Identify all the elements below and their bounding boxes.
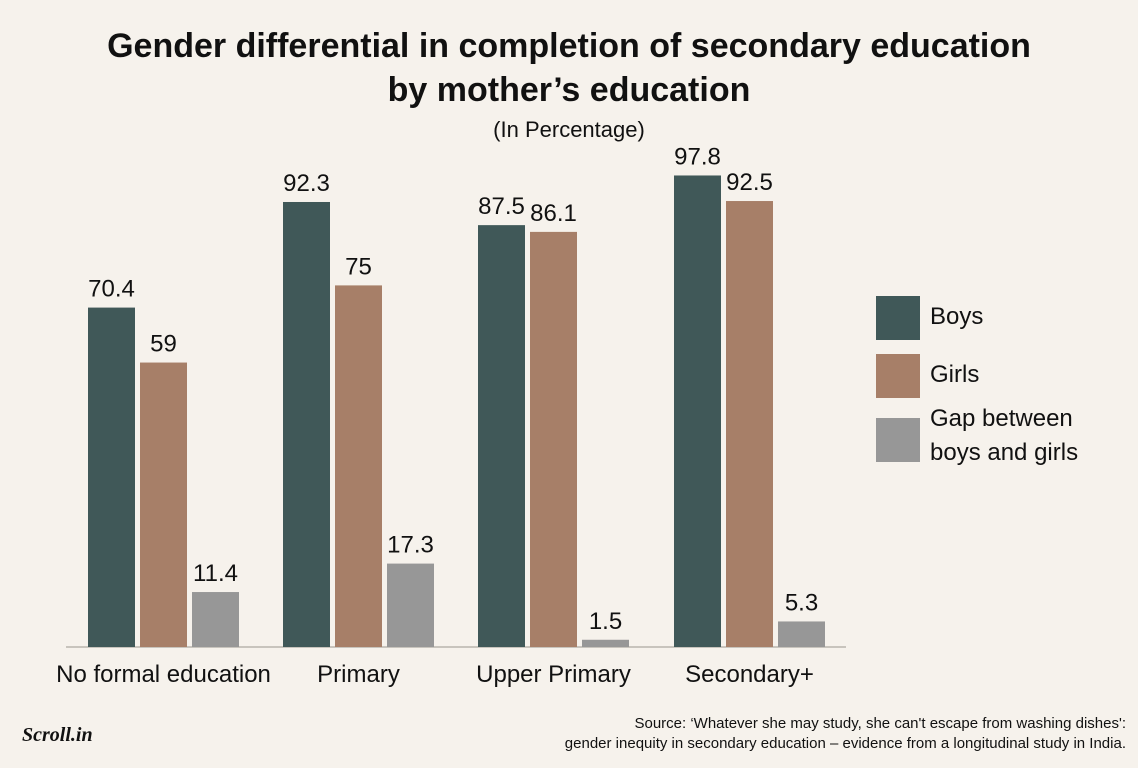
chart-title-line-2: by mother’s education	[387, 71, 751, 109]
x-tick-label-primary: Primary	[317, 661, 400, 688]
chart-title-line-1: Gender differential in completion of sec…	[107, 27, 1031, 65]
bar-gap-between-boys-and-girls-no-formal-education	[192, 592, 239, 647]
data-label-boys-secondary: 97.8	[674, 143, 721, 170]
bar-boys-upper-primary	[478, 225, 525, 648]
legend-label-gap-line-2: boys and girls	[930, 439, 1079, 466]
data-label-gap-between-boys-and-girls-no-formal-education: 11.4	[193, 560, 238, 587]
data-label-girls-no-formal-education: 59	[150, 331, 177, 358]
bar-girls-upper-primary	[530, 231, 577, 648]
data-label-boys-upper-primary: 87.5	[478, 193, 525, 220]
bar-gap-between-boys-and-girls-primary	[387, 563, 434, 647]
bar-girls-no-formal-education	[140, 362, 187, 647]
data-label-girls-primary: 75	[345, 253, 372, 280]
x-tick-label-upper-primary: Upper Primary	[476, 661, 631, 688]
bar-boys-secondary	[674, 175, 721, 647]
legend-label-boys: Boys	[930, 303, 984, 330]
bar-gap-between-boys-and-girls-upper-primary	[582, 639, 629, 647]
chart-subtitle: (In Percentage)	[493, 117, 645, 142]
bar-boys-primary	[283, 201, 330, 647]
data-label-boys-primary: 92.3	[283, 170, 330, 197]
legend-swatch-boys	[876, 296, 920, 340]
legend-label-girls: Girls	[930, 361, 980, 388]
data-label-girls-secondary: 92.5	[726, 169, 773, 196]
data-label-boys-no-formal-education: 70.4	[88, 276, 135, 303]
source-line-1: Source: ‘Whatever she may study, she can…	[634, 715, 1126, 732]
x-tick-label-no-formal-education: No formal education	[56, 661, 271, 688]
data-label-gap-between-boys-and-girls-secondary: 5.3	[785, 589, 818, 616]
data-label-girls-upper-primary: 86.1	[530, 200, 577, 227]
chart-title: Gender differential in completion of sec…	[0, 24, 1138, 112]
x-tick-label-secondary: Secondary+	[685, 661, 814, 688]
data-label-gap-between-boys-and-girls-upper-primary: 1.5	[589, 608, 622, 635]
bar-gap-between-boys-and-girls-secondary	[778, 621, 825, 647]
source-line-2: gender inequity in secondary education –…	[564, 735, 1126, 752]
data-label-gap-between-boys-and-girls-primary: 17.3	[387, 532, 434, 559]
legend-swatch-girls	[876, 354, 920, 398]
source-note: Source: ‘Whatever she may study, she can…	[366, 714, 1126, 754]
scroll-logo: Scroll.in	[22, 724, 93, 746]
legend-swatch-gap	[876, 418, 920, 462]
legend-label-gap-line-1: Gap between	[930, 405, 1073, 432]
bar-girls-primary	[335, 285, 382, 647]
bar-boys-no-formal-education	[88, 307, 135, 647]
bar-girls-secondary	[726, 201, 773, 647]
